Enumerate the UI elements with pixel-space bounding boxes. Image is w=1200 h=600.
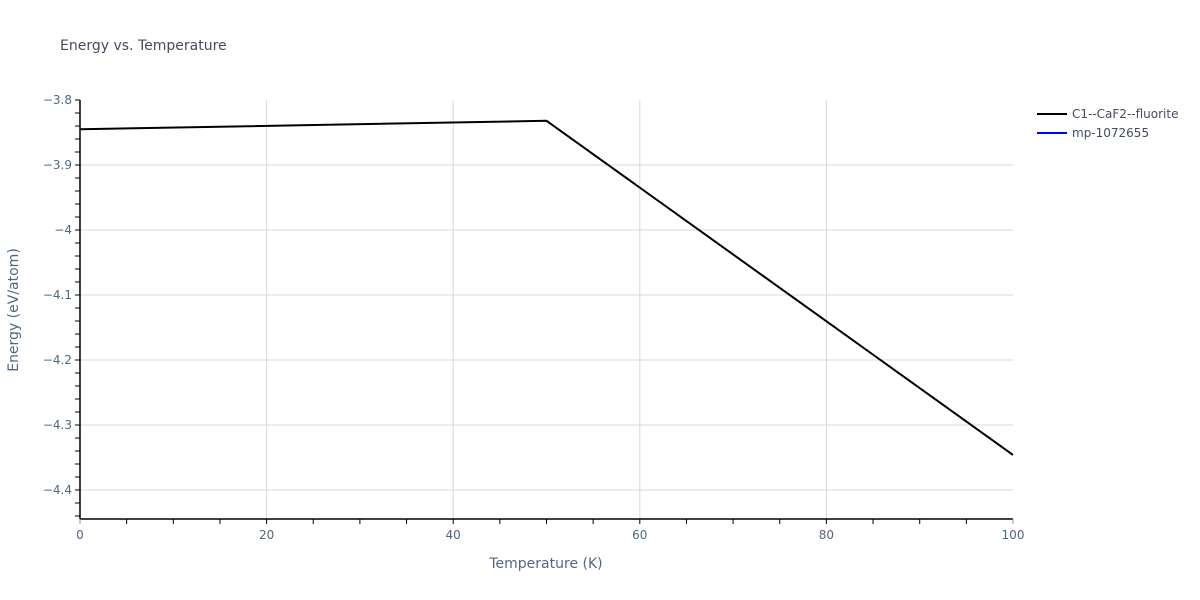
y-tick-label: −3.9 [43, 158, 72, 172]
y-tick-label: −4.2 [43, 353, 72, 367]
x-axis-title: Temperature (K) [488, 556, 602, 572]
y-axis-title: Energy (eV/atom) [6, 248, 22, 372]
y-tick-label: −4.3 [43, 418, 72, 432]
gridlines [80, 100, 1013, 519]
chart-title: Energy vs. Temperature [60, 38, 227, 54]
legend-label: mp-1072655 [1072, 126, 1149, 140]
legend-label: C1--CaF2--fluorite [1072, 107, 1178, 121]
x-tick-label: 40 [446, 528, 461, 542]
y-tick-label: −4.1 [43, 288, 72, 302]
legend-item[interactable]: C1--CaF2--fluorite [1037, 107, 1178, 121]
plot-area[interactable] [79, 119, 1014, 456]
y-tick-label: −4.4 [43, 483, 72, 497]
series-line[interactable] [79, 119, 1014, 456]
y-tick-label: −3.8 [43, 93, 72, 107]
x-tick-label: 0 [76, 528, 84, 542]
tick-labels: 0 20 40 60 80 100 −3.8 −3.9 −4 −4.1 −4.2 −4.3 −4.4 [43, 93, 1025, 542]
y-tick-label: −4 [54, 223, 72, 237]
x-tick-label: 100 [1002, 528, 1025, 542]
x-tick-label: 60 [632, 528, 647, 542]
x-tick-label: 20 [259, 528, 274, 542]
legend[interactable]: C1--CaF2--fluorite mp-1072655 [1037, 107, 1178, 140]
axes [75, 99, 1014, 524]
legend-item[interactable]: mp-1072655 [1037, 126, 1149, 140]
x-tick-label: 80 [819, 528, 834, 542]
